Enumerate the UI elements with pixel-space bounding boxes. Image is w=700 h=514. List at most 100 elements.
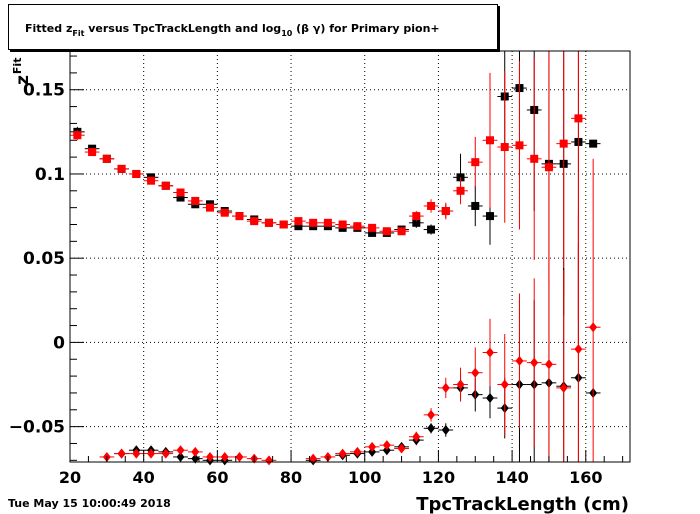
data-point-marker bbox=[206, 203, 214, 212]
data-point-marker bbox=[515, 141, 524, 150]
data-point bbox=[143, 448, 159, 459]
data-point bbox=[217, 208, 233, 217]
data-point bbox=[350, 222, 365, 231]
data-point bbox=[526, 57, 542, 260]
data-point bbox=[423, 423, 439, 434]
data-point bbox=[246, 217, 262, 226]
data-point bbox=[526, 278, 542, 447]
data-point bbox=[497, 71, 513, 223]
data-point bbox=[202, 451, 218, 462]
data-point-marker bbox=[161, 448, 170, 459]
data-point bbox=[379, 440, 395, 451]
data-point-marker bbox=[500, 379, 509, 390]
data-point-marker bbox=[486, 347, 494, 358]
data-point-marker bbox=[161, 181, 170, 190]
data-point-marker bbox=[471, 158, 480, 167]
data-point-marker bbox=[486, 136, 494, 145]
x-tick-label: 120 bbox=[422, 468, 455, 487]
data-point-marker bbox=[191, 196, 200, 205]
data-point-marker bbox=[176, 445, 185, 456]
data-point-marker bbox=[471, 367, 480, 378]
data-point bbox=[585, 139, 601, 148]
data-point bbox=[467, 347, 483, 398]
axes: 20 40 60 80 100 120 140 160 −0.05 0 0.05 0.1 0.15 bbox=[9, 55, 624, 487]
data-point-marker bbox=[368, 441, 377, 452]
data-point bbox=[482, 318, 498, 387]
data-point-marker bbox=[559, 139, 568, 148]
data-point-marker bbox=[544, 359, 553, 370]
data-point bbox=[335, 220, 350, 229]
data-point-marker bbox=[250, 217, 259, 226]
y-tick-label: 0.05 bbox=[23, 249, 65, 269]
data-point bbox=[438, 202, 454, 220]
x-tick-label: 160 bbox=[569, 468, 602, 487]
data-point bbox=[173, 445, 188, 456]
data-point bbox=[202, 203, 218, 212]
data-point-marker bbox=[264, 218, 273, 227]
data-point bbox=[187, 446, 203, 457]
data-point bbox=[541, 51, 557, 286]
data-point-marker bbox=[486, 212, 494, 221]
data-point-marker bbox=[294, 222, 303, 231]
data-point bbox=[571, 214, 586, 462]
data-point-marker bbox=[309, 453, 318, 464]
data-point bbox=[394, 443, 409, 454]
y-tick-label: 0 bbox=[53, 333, 65, 353]
data-point-marker bbox=[589, 139, 598, 148]
data-point bbox=[158, 448, 174, 459]
svg-text:Fitted zFit versus TpcTrackL: Fitted zFit versus TpcTrackLength and lo… bbox=[25, 22, 440, 38]
data-point bbox=[261, 455, 277, 466]
data-point bbox=[128, 169, 144, 178]
data-point-marker bbox=[530, 154, 539, 163]
data-point bbox=[70, 130, 85, 141]
data-point-marker bbox=[427, 409, 436, 420]
data-layer bbox=[70, 51, 601, 466]
data-point-marker bbox=[427, 201, 436, 210]
data-point bbox=[364, 223, 380, 232]
data-point-marker bbox=[574, 344, 583, 355]
data-point-marker bbox=[530, 357, 539, 368]
data-point-marker bbox=[500, 143, 509, 152]
y-tick-label: 0.1 bbox=[35, 165, 65, 185]
data-point bbox=[187, 196, 203, 205]
data-point-marker bbox=[235, 212, 244, 221]
data-point bbox=[556, 51, 572, 296]
data-point-marker bbox=[264, 455, 273, 466]
data-point bbox=[497, 333, 513, 436]
data-point bbox=[556, 269, 572, 462]
data-point-marker bbox=[191, 453, 200, 464]
data-point bbox=[394, 227, 409, 236]
data-point bbox=[512, 61, 527, 230]
data-point-marker bbox=[279, 220, 288, 229]
data-point-marker bbox=[368, 446, 377, 457]
data-point-marker bbox=[176, 188, 185, 197]
data-point bbox=[408, 211, 424, 222]
data-point bbox=[512, 293, 527, 429]
plot-frame bbox=[69, 50, 631, 463]
data-point-marker bbox=[294, 217, 303, 226]
data-point bbox=[364, 446, 380, 457]
x-tick-label: 140 bbox=[495, 468, 528, 487]
data-point-marker bbox=[427, 423, 436, 434]
x-tick-label: 60 bbox=[206, 468, 228, 487]
data-point bbox=[438, 423, 454, 437]
data-point bbox=[350, 446, 365, 457]
data-point bbox=[173, 188, 188, 197]
data-point-marker bbox=[427, 225, 436, 234]
data-point-marker bbox=[206, 451, 214, 462]
data-point-marker bbox=[574, 114, 583, 123]
data-point-marker bbox=[323, 218, 332, 227]
grid bbox=[70, 51, 630, 462]
y-axis-label: zFit bbox=[11, 58, 33, 85]
data-point-marker bbox=[471, 201, 480, 210]
y-tick-label: 0.15 bbox=[23, 81, 65, 101]
data-point-marker bbox=[235, 451, 244, 462]
data-point bbox=[482, 72, 498, 208]
data-point-marker bbox=[441, 424, 450, 435]
data-point bbox=[276, 220, 292, 229]
data-point bbox=[335, 448, 350, 459]
data-point bbox=[541, 263, 557, 462]
data-point bbox=[320, 218, 336, 227]
data-point-marker bbox=[412, 431, 421, 442]
